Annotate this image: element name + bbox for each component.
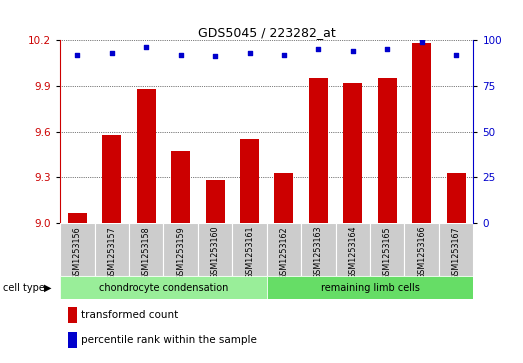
Point bbox=[245, 50, 254, 56]
Point bbox=[280, 52, 288, 57]
Text: GSM1253159: GSM1253159 bbox=[176, 226, 185, 280]
Text: chondrocyte condensation: chondrocyte condensation bbox=[99, 283, 228, 293]
Bar bbox=[275, 173, 293, 223]
Text: GSM1253165: GSM1253165 bbox=[383, 226, 392, 280]
Text: percentile rank within the sample: percentile rank within the sample bbox=[81, 335, 257, 346]
Bar bbox=[412, 43, 431, 223]
Text: GSM1253164: GSM1253164 bbox=[348, 226, 357, 280]
Text: transformed count: transformed count bbox=[81, 310, 178, 320]
Bar bbox=[267, 276, 473, 299]
Bar bbox=[198, 223, 232, 276]
Point bbox=[176, 52, 185, 57]
Text: ▶: ▶ bbox=[44, 283, 52, 293]
Bar bbox=[378, 78, 397, 223]
Title: GDS5045 / 223282_at: GDS5045 / 223282_at bbox=[198, 26, 336, 39]
Text: GSM1253156: GSM1253156 bbox=[73, 226, 82, 280]
Bar bbox=[447, 173, 465, 223]
Bar bbox=[232, 223, 267, 276]
Point bbox=[452, 52, 460, 57]
Text: cell type: cell type bbox=[3, 283, 44, 293]
Bar bbox=[336, 223, 370, 276]
Point bbox=[417, 39, 426, 45]
Text: GSM1253157: GSM1253157 bbox=[107, 226, 116, 280]
Bar bbox=[309, 78, 328, 223]
Text: GSM1253166: GSM1253166 bbox=[417, 226, 426, 280]
Bar bbox=[370, 223, 404, 276]
Text: GSM1253163: GSM1253163 bbox=[314, 226, 323, 280]
Bar bbox=[301, 223, 336, 276]
Bar bbox=[439, 223, 473, 276]
Text: remaining limb cells: remaining limb cells bbox=[321, 283, 419, 293]
Bar bbox=[267, 223, 301, 276]
Point bbox=[108, 50, 116, 56]
Text: GSM1253161: GSM1253161 bbox=[245, 226, 254, 280]
Bar bbox=[129, 223, 163, 276]
Bar bbox=[137, 89, 156, 223]
Bar bbox=[60, 276, 267, 299]
Bar bbox=[404, 223, 439, 276]
Point bbox=[349, 48, 357, 54]
Bar bbox=[206, 180, 224, 223]
Bar bbox=[95, 223, 129, 276]
Bar bbox=[240, 139, 259, 223]
Text: GSM1253158: GSM1253158 bbox=[142, 226, 151, 280]
Text: GSM1253167: GSM1253167 bbox=[451, 226, 461, 280]
Bar bbox=[163, 223, 198, 276]
Bar bbox=[171, 151, 190, 223]
Point bbox=[142, 44, 151, 50]
Point bbox=[314, 46, 323, 52]
Point bbox=[73, 52, 82, 57]
Text: GSM1253162: GSM1253162 bbox=[279, 226, 289, 280]
Bar bbox=[60, 223, 95, 276]
Bar bbox=[343, 83, 362, 223]
Bar bbox=[103, 135, 121, 223]
Point bbox=[383, 46, 391, 52]
Bar bbox=[68, 213, 87, 223]
Text: GSM1253160: GSM1253160 bbox=[211, 226, 220, 280]
Point bbox=[211, 53, 219, 59]
